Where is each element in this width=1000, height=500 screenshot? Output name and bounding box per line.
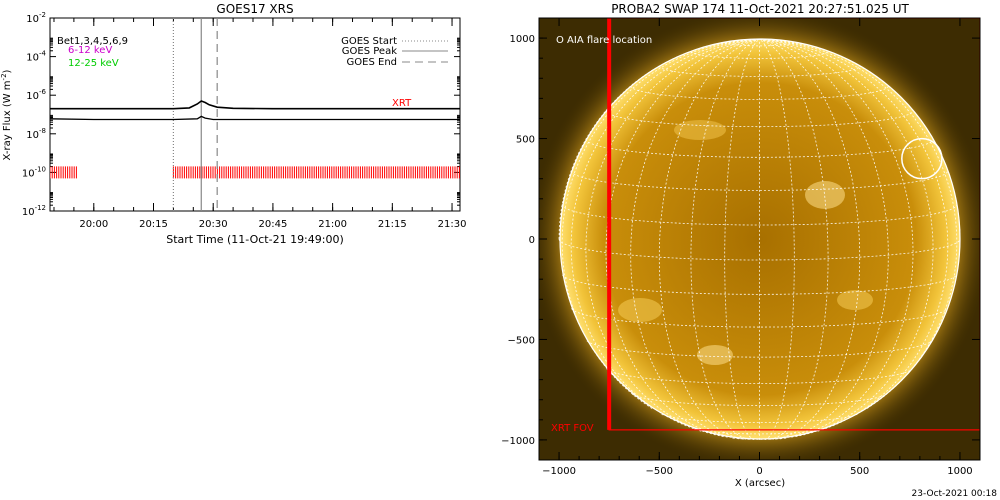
left-y-tick-label: 10-6 bbox=[26, 88, 46, 102]
left-y-tick-label: 10-12 bbox=[22, 204, 46, 218]
flux-series-upper bbox=[50, 100, 460, 110]
left-plot-frame bbox=[49, 17, 461, 212]
grid-longitude-line bbox=[759, 38, 914, 438]
grid-longitude-line bbox=[724, 38, 760, 440]
right-axes: −1000 −500 0 500 1000 −1000 −500 0 500 1000 bbox=[501, 17, 981, 477]
right-y-tick-label: 500 bbox=[516, 135, 535, 146]
grid-latitude-line bbox=[661, 413, 858, 423]
left-x-axis: 20:00 20:15 20:30 20:45 21:00 21:15 21:30 bbox=[53, 18, 467, 230]
grid-latitude-line bbox=[606, 368, 913, 384]
right-y-tick-label: −500 bbox=[508, 335, 535, 346]
right-y-tick-label: 0 bbox=[529, 235, 535, 246]
xrt-fov-label: XRT FOV bbox=[551, 423, 594, 434]
left-x-tick-label: 21:15 bbox=[378, 219, 407, 230]
flare-location-legend: O AIA flare location bbox=[556, 35, 652, 46]
grid-longitude-line bbox=[570, 38, 760, 432]
xrt-series-label: XRT bbox=[392, 98, 412, 109]
grid-longitude-line bbox=[585, 38, 760, 437]
left-x-tick-label: 20:15 bbox=[139, 219, 168, 230]
grid-longitude-line bbox=[759, 38, 861, 440]
flux-series-lower bbox=[50, 115, 460, 121]
grid-longitude-line bbox=[658, 38, 760, 440]
right-y-tick-label: 1000 bbox=[510, 34, 535, 45]
left-y-tick-label: 10-2 bbox=[26, 11, 46, 25]
grid-longitude-line bbox=[759, 38, 795, 440]
solar-disk bbox=[560, 39, 960, 439]
right-x-tick-label: 1000 bbox=[947, 466, 972, 477]
xrt-coverage-marks bbox=[50, 166, 460, 179]
grid-longitude-line bbox=[759, 38, 889, 440]
right-x-tick-label: −1000 bbox=[542, 466, 576, 477]
legend-goes-end: GOES End bbox=[347, 57, 397, 68]
left-x-tick-label: 20:00 bbox=[79, 219, 108, 230]
left-x-tick-label: 21:30 bbox=[438, 219, 467, 230]
goes-xrs-panel: GOES17 XRS 10-12 10-10 10-8 10-6 10-4 10-2 20… bbox=[0, 2, 466, 246]
left-x-tick-label: 20:45 bbox=[258, 219, 287, 230]
goes-event-lines bbox=[172, 18, 218, 211]
grid-latitude-line bbox=[558, 238, 961, 261]
footer-timestamp: 23-Oct-2021 00:18 bbox=[912, 489, 998, 499]
left-x-axis-label: Start Time (11-Oct-21 19:49:00) bbox=[166, 233, 344, 246]
left-chart-title: GOES17 XRS bbox=[216, 2, 293, 16]
right-x-tick-label: −500 bbox=[646, 466, 673, 477]
right-x-tick-label: 0 bbox=[756, 466, 762, 477]
grid-longitude-line bbox=[605, 38, 760, 438]
legend-goes-start: GOES Start bbox=[341, 36, 397, 47]
left-y-tick-label: 10-4 bbox=[26, 50, 46, 64]
legend-band-6-12: 6-12 keV bbox=[68, 45, 112, 56]
xrt-fov-box bbox=[607, 18, 980, 431]
grid-longitude-line bbox=[759, 38, 934, 437]
aia-flare-circle bbox=[901, 137, 943, 180]
left-y-axis-label: X-ray Flux (W m-2) bbox=[0, 69, 13, 160]
flare-location-circle bbox=[901, 137, 943, 180]
grid-longitude-line bbox=[690, 38, 760, 440]
legend-band-12-25: 12-25 keV bbox=[68, 58, 119, 69]
right-chart-title: PROBA2 SWAP 174 11-Oct-2021 20:27:51.025… bbox=[611, 2, 909, 16]
solar-limb bbox=[559, 38, 961, 440]
grid-latitude-line bbox=[561, 204, 958, 226]
grid-longitude-line bbox=[759, 38, 949, 432]
left-x-tick-label: 20:30 bbox=[199, 219, 228, 230]
grid-latitude-line bbox=[632, 393, 887, 407]
legend-goes-peak: GOES Peak bbox=[342, 46, 397, 57]
legend-bet: Bet1,3,4,5,6,9 bbox=[57, 36, 128, 47]
right-x-axis-label: X (arcsec) bbox=[735, 478, 785, 489]
swap-image-panel: PROBA2 SWAP 174 11-Oct-2021 20:27:51.025… bbox=[501, 2, 997, 499]
grid-longitude-line bbox=[759, 38, 829, 440]
left-y-tick-label: 10-8 bbox=[26, 127, 46, 141]
flux-series bbox=[50, 100, 460, 121]
left-x-tick-label: 21:00 bbox=[318, 219, 347, 230]
active-regions bbox=[618, 120, 873, 365]
right-x-tick-label: 500 bbox=[850, 466, 869, 477]
left-y-tick-label: 10-10 bbox=[22, 165, 46, 179]
grid-longitude-line bbox=[630, 38, 760, 440]
grid-longitude-line bbox=[759, 38, 958, 409]
right-y-tick-label: −1000 bbox=[501, 436, 535, 447]
